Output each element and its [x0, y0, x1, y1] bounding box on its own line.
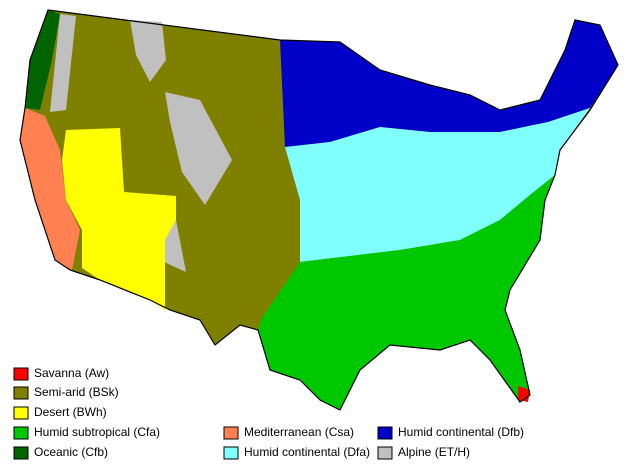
mediterranean-region	[20, 108, 80, 270]
us-outline	[19, 9, 619, 411]
legend-label: Oceanic (Cfb)	[34, 445, 108, 459]
legend-swatch	[223, 446, 239, 460]
map-regions	[19, 9, 619, 411]
legend-swatch	[13, 367, 29, 381]
desert-region	[62, 128, 176, 310]
legend-label: Humid continental (Dfb)	[398, 425, 524, 439]
legend: Savanna (Aw) Semi-arid (BSk) Desert (BWh) H…	[13, 366, 524, 460]
legend-swatch	[223, 426, 239, 440]
legend-label: Desert (BWh)	[34, 405, 107, 419]
legend-swatch	[377, 426, 393, 440]
legend-label: Semi-arid (BSk)	[34, 385, 119, 399]
dfb-region	[280, 20, 618, 147]
alpine-region	[50, 14, 76, 112]
savanna-region	[518, 386, 530, 402]
alpine-region	[165, 92, 232, 205]
subtropical-region	[258, 175, 555, 410]
legend-swatch	[13, 386, 29, 400]
legend-swatch	[13, 446, 29, 460]
legend-swatch	[13, 426, 29, 440]
legend-label: Humid continental (Dfa)	[244, 445, 370, 459]
legend-swatch	[377, 446, 393, 460]
legend-label: Alpine (ET/H)	[398, 445, 470, 459]
oceanic-region	[25, 10, 60, 110]
legend-label: Mediterranean (Csa)	[244, 425, 354, 439]
legend-label: Humid subtropical (Cfa)	[34, 425, 160, 439]
alpine-region	[130, 20, 166, 82]
legend-label: Savanna (Aw)	[34, 366, 109, 380]
dfa-region	[285, 108, 590, 262]
legend-swatch	[13, 406, 29, 420]
